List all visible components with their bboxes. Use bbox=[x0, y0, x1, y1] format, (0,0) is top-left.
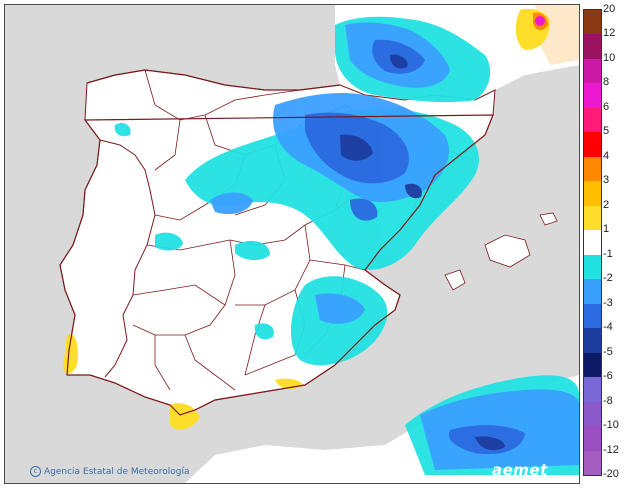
credit-text: Agencia Estatal de Meteorología bbox=[44, 467, 190, 477]
legend-swatch bbox=[584, 34, 601, 60]
legend-swatch bbox=[584, 83, 601, 109]
legend-tick-label: -6 bbox=[603, 370, 613, 383]
credit-line: c Agencia Estatal de Meteorología bbox=[30, 466, 190, 477]
legend-swatch bbox=[584, 426, 601, 452]
legend-tick-label: -20 bbox=[603, 468, 619, 480]
legend-tick-label: 1 bbox=[603, 223, 610, 236]
legend-swatch bbox=[584, 58, 601, 84]
legend-swatch bbox=[584, 132, 601, 158]
anomaly-map: aemet bbox=[4, 4, 580, 484]
legend-tick-label: 10 bbox=[603, 51, 616, 64]
legend-tick-label: -3 bbox=[603, 296, 613, 309]
legend-tick-label: -10 bbox=[603, 419, 619, 432]
copyright-icon: c bbox=[30, 466, 41, 477]
legend-swatch bbox=[584, 377, 601, 403]
map-canvas bbox=[5, 5, 579, 483]
legend-swatch bbox=[584, 328, 601, 354]
iberia-coastline bbox=[59, 69, 494, 416]
legend-swatch bbox=[584, 107, 601, 133]
legend-tick-label: -8 bbox=[603, 394, 613, 407]
anomaly-minus4-patches bbox=[340, 54, 505, 451]
legend-tick-label: -4 bbox=[603, 321, 613, 334]
aemet-logo: aemet bbox=[492, 461, 548, 479]
legend-tick-label: 5 bbox=[603, 125, 610, 138]
legend-swatch bbox=[584, 254, 601, 280]
legend-swatch bbox=[584, 279, 601, 305]
legend-swatch bbox=[584, 181, 601, 207]
legend-swatch bbox=[584, 230, 601, 256]
legend-tick-label: 8 bbox=[603, 76, 610, 89]
legend-tick-label: -1 bbox=[603, 247, 613, 260]
legend-labels: 20 12 10 8 6 5 4 3 2 1 -1 -2 -3 -4 -5 -6 -8 -10 -12 -20 bbox=[603, 0, 630, 500]
legend-swatch bbox=[584, 303, 601, 329]
legend-tick-label: 20 bbox=[603, 3, 616, 15]
legend-tick-label: -12 bbox=[603, 443, 619, 456]
anomaly-plus6-patches bbox=[535, 16, 545, 26]
legend-swatch bbox=[584, 10, 601, 35]
legend-tick-label: 3 bbox=[603, 174, 610, 187]
balearic-islands bbox=[444, 212, 558, 291]
color-legend bbox=[583, 9, 602, 476]
legend-tick-label: -2 bbox=[603, 272, 613, 285]
legend-tick-label: 6 bbox=[603, 100, 610, 113]
legend-swatch bbox=[584, 352, 601, 378]
legend-swatch bbox=[584, 401, 601, 427]
legend-swatch bbox=[584, 450, 601, 476]
legend-tick-label: 12 bbox=[603, 27, 616, 40]
legend-tick-label: 4 bbox=[603, 149, 610, 162]
legend-tick-label: -5 bbox=[603, 345, 613, 358]
legend-swatch bbox=[584, 156, 601, 182]
legend-tick-label: 2 bbox=[603, 198, 610, 211]
legend-swatch bbox=[584, 205, 601, 231]
